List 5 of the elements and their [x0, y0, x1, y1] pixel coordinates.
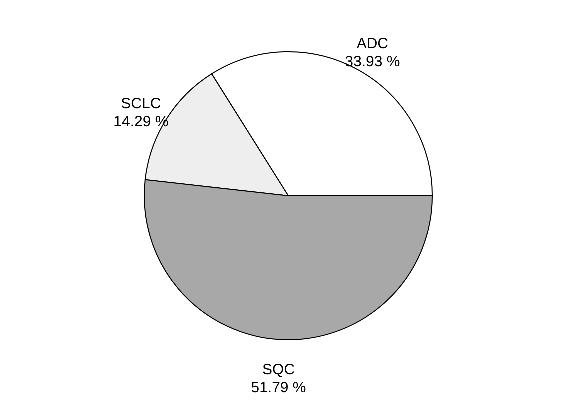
slice-label: SQC — [262, 362, 296, 379]
data-label: 51.79 % — [251, 380, 306, 397]
data-label: 33.93 % — [345, 54, 400, 71]
slice-label: SCLC — [121, 95, 162, 112]
slice-label: ADC — [356, 36, 389, 53]
